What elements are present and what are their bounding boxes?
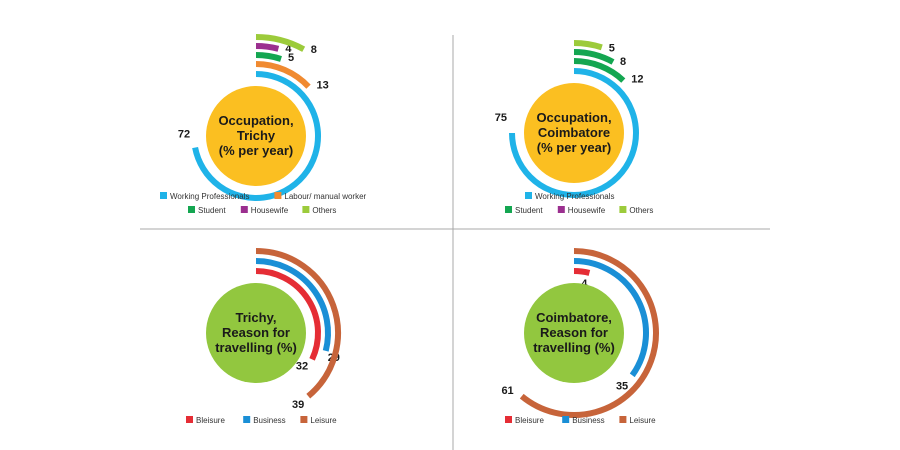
ring-bleisure (255, 268, 321, 361)
legend-label: Housewife (251, 206, 289, 215)
legend-label: Leisure (310, 416, 337, 425)
ring-business (573, 258, 649, 378)
value-label: 13 (317, 80, 329, 92)
center-title-line: Occupation, (536, 110, 611, 125)
radial-chart-1: 72 13 54 8 Occupation,Trichy(% per year) Work… (160, 34, 367, 215)
legend-swatch (505, 416, 512, 423)
legend-label: Housewife (568, 206, 606, 215)
legend-swatch (160, 192, 167, 199)
center-title-line: Occupation, (218, 113, 293, 128)
ring-student (573, 49, 615, 65)
center-title-line: travelling (%) (533, 340, 615, 355)
ring-business (255, 258, 331, 352)
value-label: 39 (292, 399, 304, 411)
center-disc (524, 83, 624, 183)
legend-swatch (240, 206, 248, 213)
center-disc (206, 86, 306, 186)
value-label: 5 (609, 42, 615, 54)
ring-student (573, 58, 626, 83)
center-title-line: travelling (%) (215, 340, 297, 355)
radial-chart-2: 75 12 85 Occupation,Coimbatore(% per year) W… (495, 40, 653, 215)
value-label: 8 (620, 56, 626, 68)
legend-swatch (302, 206, 310, 213)
legend-swatch (562, 416, 570, 423)
legend-label: Business (253, 416, 285, 425)
ring-student (255, 51, 282, 62)
legend-label: Business (572, 416, 604, 425)
value-label: 5 (288, 52, 294, 64)
center-title-line: Coimbatore, (536, 310, 612, 325)
center-title-line: (% per year) (219, 143, 293, 158)
legend-swatch (274, 192, 282, 199)
ring-working-professionals (509, 68, 639, 198)
legend-label: Others (629, 206, 653, 215)
value-label: 72 (178, 129, 190, 141)
center-title-line: Reason for (222, 325, 290, 340)
center-title-line: Trichy (237, 128, 276, 143)
legend-swatch (505, 206, 512, 213)
ring-leisure (519, 248, 659, 418)
ring-working-professionals (192, 71, 321, 201)
center-title-line: (% per year) (537, 140, 611, 155)
legend-swatch (557, 206, 565, 213)
value-label: 75 (495, 112, 507, 124)
ring-others (573, 40, 603, 51)
center-title-line: Coimbatore (538, 125, 610, 140)
center-disc (206, 283, 306, 383)
ring-leisure (255, 248, 341, 399)
value-label: 4 (581, 278, 588, 290)
legend-label: Student (515, 206, 543, 215)
legend-label: Labour/ manual worker (284, 192, 366, 201)
legend-swatch (243, 416, 251, 423)
legend-label: Bleisure (196, 416, 225, 425)
legend-swatch (186, 416, 193, 423)
value-label: 12 (631, 74, 643, 86)
legend-label: Working Professionals (535, 192, 614, 201)
ring-labour-manual-worker (255, 61, 311, 89)
center-title-line: Reason for (540, 325, 608, 340)
center-title-line: Trichy, (236, 310, 277, 325)
legend-swatch (619, 416, 627, 423)
legend-label: Others (312, 206, 336, 215)
value-label: 32 (296, 360, 308, 372)
legend-swatch (300, 416, 308, 423)
legend-label: Leisure (629, 416, 656, 425)
value-label: 35 (616, 380, 628, 392)
legend-label: Student (198, 206, 226, 215)
ring-others (255, 34, 306, 52)
legend-label: Bleisure (515, 416, 544, 425)
legend-label: Working Professionals (170, 192, 249, 201)
legend-swatch (619, 206, 627, 213)
legend-swatch (525, 192, 532, 199)
ring-bleisure (573, 268, 591, 276)
value-label: 61 (501, 385, 513, 397)
center-disc (524, 283, 624, 383)
value-label: 8 (311, 44, 317, 56)
value-label: 4 (285, 43, 292, 55)
ring-housewife (255, 43, 280, 52)
legend-swatch (188, 206, 195, 213)
